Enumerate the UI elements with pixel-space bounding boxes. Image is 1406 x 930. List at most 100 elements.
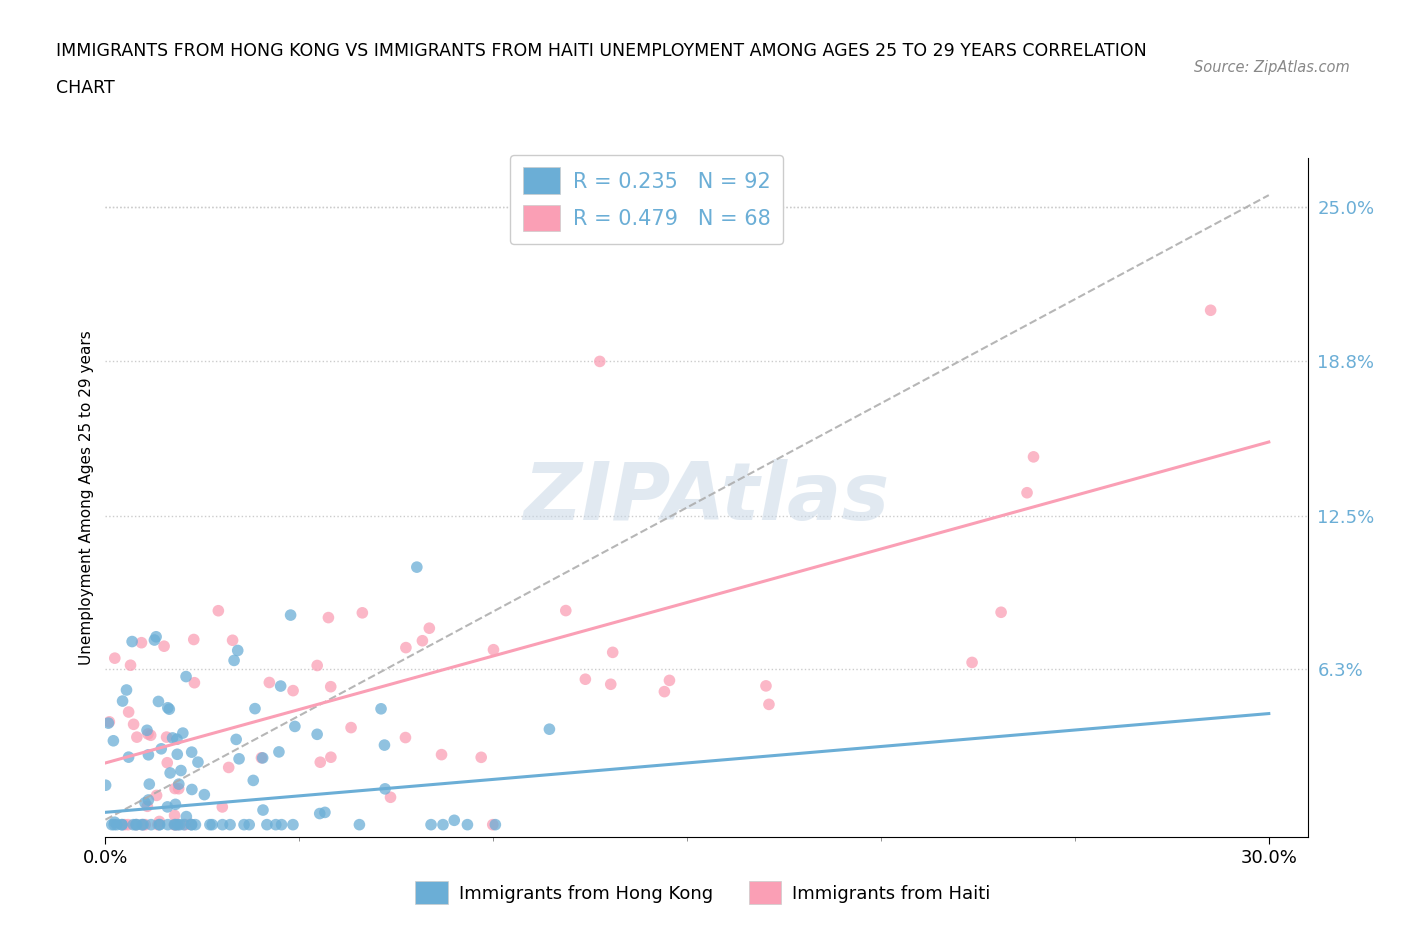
Point: [225, 732, 247, 747]
Point: [180, 817, 202, 832]
Point: [233, 817, 256, 832]
Point: [394, 730, 416, 745]
Point: [157, 702, 180, 717]
Point: [574, 671, 596, 686]
Point: [97, 716, 120, 731]
Point: [193, 787, 215, 802]
Point: [250, 751, 273, 765]
Point: [218, 760, 240, 775]
Point: [166, 747, 188, 762]
Point: [172, 725, 194, 740]
Point: [373, 737, 395, 752]
Point: [139, 817, 162, 832]
Point: [314, 805, 336, 820]
Point: [148, 814, 170, 829]
Point: [111, 817, 134, 832]
Point: [259, 675, 281, 690]
Point: [589, 354, 612, 369]
Point: [163, 808, 186, 823]
Point: [153, 639, 176, 654]
Point: [125, 817, 148, 832]
Point: [162, 730, 184, 745]
Point: [183, 675, 205, 690]
Point: [319, 750, 342, 764]
Point: [148, 694, 170, 709]
Point: [380, 790, 402, 804]
Point: [221, 632, 243, 647]
Point: [307, 658, 329, 673]
Point: [308, 806, 330, 821]
Point: [131, 817, 153, 832]
Point: [111, 817, 134, 832]
Point: [481, 817, 503, 832]
Point: [143, 632, 166, 647]
Point: [370, 701, 392, 716]
Point: [180, 745, 202, 760]
Point: [180, 817, 202, 831]
Point: [1015, 485, 1038, 500]
Point: [187, 754, 209, 769]
Point: [167, 781, 190, 796]
Point: [281, 817, 304, 832]
Point: [134, 817, 156, 832]
Point: [349, 817, 371, 832]
Point: [470, 750, 492, 764]
Point: [222, 653, 245, 668]
Point: [174, 669, 197, 684]
Point: [1022, 449, 1045, 464]
Point: [122, 817, 145, 832]
Point: [122, 717, 145, 732]
Point: [243, 701, 266, 716]
Point: [150, 741, 173, 756]
Point: [599, 677, 621, 692]
Point: [228, 751, 250, 766]
Point: [136, 726, 159, 741]
Point: [166, 817, 188, 832]
Point: [163, 817, 186, 832]
Point: [115, 683, 138, 698]
Point: [138, 748, 160, 763]
Point: [169, 817, 191, 832]
Point: [165, 797, 187, 812]
Point: [156, 700, 179, 715]
Point: [201, 817, 224, 832]
Point: [430, 747, 453, 762]
Point: [554, 604, 576, 618]
Point: [456, 817, 478, 832]
Point: [105, 817, 128, 832]
Point: [180, 817, 202, 832]
Point: [238, 817, 260, 832]
Point: [484, 817, 506, 832]
Point: [411, 633, 433, 648]
Point: [132, 817, 155, 832]
Point: [281, 684, 304, 698]
Point: [98, 714, 121, 729]
Point: [163, 817, 186, 832]
Legend: Immigrants from Hong Kong, Immigrants from Haiti: Immigrants from Hong Kong, Immigrants fr…: [408, 874, 998, 911]
Point: [252, 803, 274, 817]
Point: [174, 817, 197, 832]
Point: [166, 817, 188, 832]
Point: [139, 728, 162, 743]
Point: [252, 751, 274, 765]
Point: [654, 684, 676, 699]
Point: [136, 723, 159, 737]
Point: [180, 782, 202, 797]
Point: [104, 815, 127, 830]
Point: [198, 817, 221, 832]
Text: ZIPAtlas: ZIPAtlas: [523, 458, 890, 537]
Point: [149, 817, 172, 832]
Point: [166, 732, 188, 747]
Point: [758, 697, 780, 711]
Point: [94, 777, 117, 792]
Point: [280, 607, 302, 622]
Point: [755, 679, 778, 694]
Point: [270, 679, 292, 694]
Point: [101, 817, 124, 832]
Point: [211, 800, 233, 815]
Point: [658, 673, 681, 688]
Point: [138, 792, 160, 807]
Point: [207, 604, 229, 618]
Point: [420, 817, 443, 832]
Y-axis label: Unemployment Among Ages 25 to 29 years: Unemployment Among Ages 25 to 29 years: [79, 330, 94, 665]
